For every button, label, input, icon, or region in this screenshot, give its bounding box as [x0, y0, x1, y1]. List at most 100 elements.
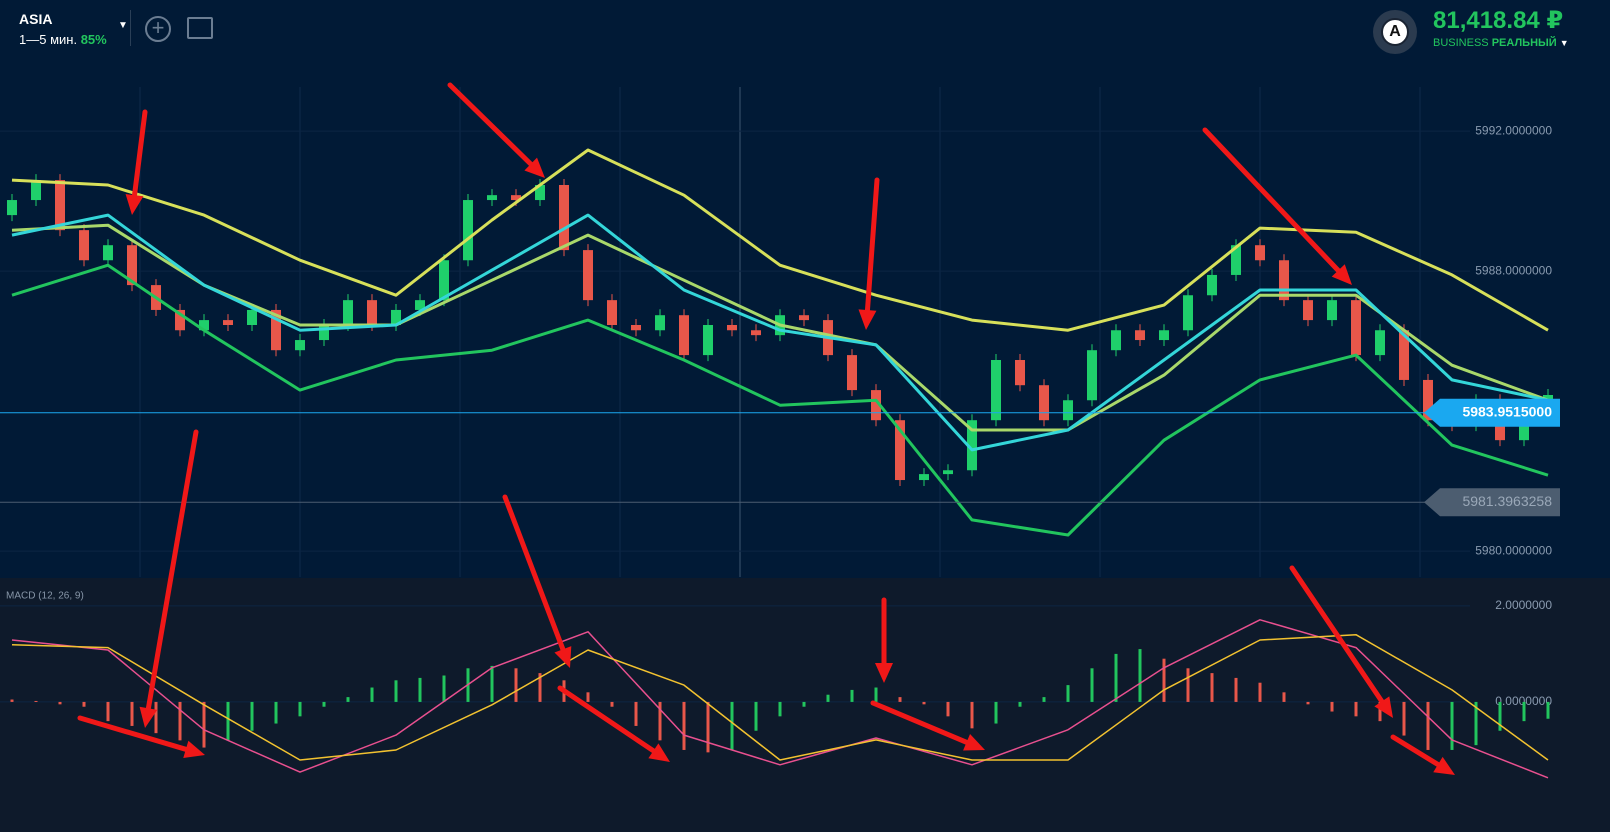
candle-body — [271, 309, 281, 351]
indicator-line — [11, 619, 1549, 779]
plot-layer: 5992.0000000 5988.0000000 5980.0000000 5983… — [0, 123, 1560, 779]
add-button[interactable]: + — [145, 16, 171, 42]
arrow-head — [1433, 756, 1455, 775]
candle-body — [79, 230, 89, 261]
arrow-head — [875, 663, 893, 683]
candle-body — [1279, 260, 1289, 301]
candle-body — [1015, 360, 1025, 386]
arrow-shaft — [502, 494, 566, 652]
arrow-shaft — [1289, 565, 1385, 704]
arrow-head — [139, 706, 158, 728]
candle-body — [1207, 274, 1217, 296]
candle-body — [1063, 400, 1073, 421]
candle-body — [463, 200, 473, 261]
histogram-bar — [1450, 701, 1454, 750]
histogram-bar — [1426, 701, 1430, 750]
candle-body — [103, 245, 113, 261]
asset-name[interactable]: ASIA — [19, 11, 53, 27]
balance[interactable]: 81,418.84 ₽ — [1433, 7, 1564, 34]
histogram-bar — [1330, 701, 1334, 712]
indicator-line — [11, 223, 1549, 432]
candle-body — [295, 340, 305, 351]
layout-button[interactable] — [187, 17, 213, 39]
candle-body — [1351, 300, 1361, 356]
indicator-line — [11, 213, 1549, 452]
histogram-bar — [898, 697, 902, 702]
annotation-arrows — [77, 82, 1455, 775]
divider — [130, 10, 131, 46]
account[interactable]: BUSINESS РЕАЛЬНЫЙ ▼ — [1433, 37, 1569, 49]
candle-body — [1135, 330, 1145, 341]
histogram-bar — [802, 701, 806, 707]
candle-body — [1303, 300, 1313, 321]
price-tag — [1424, 398, 1560, 427]
histogram-bar — [874, 687, 878, 702]
candle-body — [943, 470, 953, 475]
candle-body — [247, 309, 257, 325]
candle-body — [343, 300, 353, 325]
candle-body — [439, 260, 449, 301]
arrow-shaft — [447, 82, 534, 167]
candle-body — [175, 309, 185, 331]
histogram-bar — [106, 701, 110, 722]
candle-body — [847, 355, 857, 391]
arrow-head — [183, 740, 205, 758]
arrow-shaft — [1390, 734, 1441, 768]
candle-body — [679, 315, 689, 356]
candle-body — [1159, 330, 1169, 341]
candle-body — [967, 420, 977, 471]
histogram-bar — [1498, 701, 1502, 731]
histogram-bar — [610, 701, 614, 707]
arrow-head — [554, 646, 572, 668]
histogram-bar — [202, 701, 206, 748]
candle-body — [199, 320, 209, 331]
histogram-bar — [346, 697, 350, 702]
price-tag-label: 5983.9515000 — [1462, 404, 1552, 420]
histogram-bar — [1042, 697, 1046, 702]
indicator-line — [11, 148, 1549, 332]
histogram-bar — [370, 687, 374, 702]
arrow-head — [858, 309, 877, 330]
candle-body — [991, 360, 1001, 421]
candle-body — [319, 325, 329, 341]
avatar-ring[interactable]: A — [1373, 10, 1417, 54]
candle-body — [727, 325, 737, 331]
candle-body — [7, 200, 17, 216]
histogram-bar — [34, 700, 38, 702]
payout: 85% — [80, 32, 107, 47]
candle-body — [1231, 245, 1241, 275]
histogram-bar — [1090, 668, 1094, 702]
histogram-bar — [538, 673, 542, 702]
histogram-bar — [58, 701, 62, 705]
histogram-bar — [658, 701, 662, 741]
histogram-bar — [1138, 649, 1142, 702]
histogram-bar — [1114, 653, 1118, 702]
candle-body — [559, 185, 569, 251]
y-tick-label: 5992.0000000 — [1475, 123, 1552, 137]
candle-body — [31, 180, 41, 201]
arrow-shaft — [132, 109, 148, 198]
candle-body — [415, 300, 425, 310]
histogram-bar — [1186, 668, 1190, 702]
histogram-bar — [514, 668, 518, 702]
histogram-bar — [1018, 701, 1022, 707]
candle-body — [487, 195, 497, 201]
histogram-bar — [826, 694, 830, 702]
account-dropdown[interactable]: ▼ — [1559, 38, 1569, 48]
arrow-shaft — [870, 700, 970, 745]
candle-body — [751, 330, 761, 336]
candle-body — [655, 315, 665, 331]
candle-body — [583, 250, 593, 301]
account-tier: BUSINESS — [1433, 37, 1489, 49]
histogram-bar — [634, 701, 638, 726]
histogram-bar — [730, 701, 734, 750]
histogram-bar — [1378, 701, 1382, 722]
candle-body — [367, 300, 377, 325]
account-type: РЕАЛЬНЫЙ — [1491, 37, 1557, 49]
y-tick-label: 5980.0000000 — [1475, 543, 1552, 557]
candle-body — [1183, 295, 1193, 331]
asset-dropdown[interactable]: ▼ — [118, 20, 128, 31]
candle-body — [1087, 350, 1097, 401]
